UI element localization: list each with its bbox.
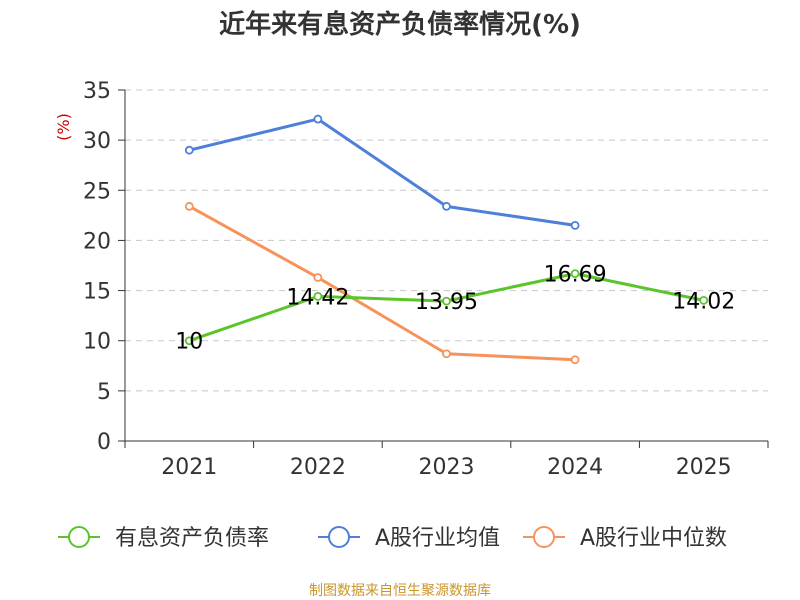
y-tick-label: 30	[83, 129, 111, 154]
data-point	[570, 269, 580, 279]
series-group	[184, 114, 709, 365]
y-tick-label: 0	[97, 430, 111, 455]
y-tick-label: 10	[83, 330, 111, 355]
y-tick-label: 25	[83, 179, 111, 204]
data-point	[442, 296, 451, 306]
data-point	[184, 145, 194, 155]
data-point	[313, 114, 323, 124]
series-line	[188, 117, 576, 227]
x-tick-label: 2023	[419, 455, 475, 480]
legend-swatch-marker	[533, 526, 555, 548]
data-label: 13.95	[415, 290, 478, 315]
y-tick-label: 15	[83, 280, 111, 305]
grid-lines	[125, 89, 768, 392]
legend-label: A股行业中位数	[580, 526, 727, 551]
data-label: 14.42	[286, 285, 349, 310]
data-label: 10	[175, 330, 203, 355]
data-point	[313, 291, 323, 301]
legend-swatch-marker	[68, 526, 90, 548]
y-tick-label: 5	[97, 380, 111, 405]
series-2	[184, 201, 580, 365]
x-tick-label: 2022	[290, 455, 346, 480]
legend-label: A股行业均值	[375, 526, 500, 551]
y-axis-unit-label: (%)	[54, 113, 73, 141]
source-note: 制图数据来自恒生聚源数据库	[309, 583, 491, 599]
data-point	[442, 349, 451, 359]
x-axis-ticks: 2021 2022 2023 2024 2025	[124, 441, 769, 480]
legend-item: A股行业中位数	[523, 526, 727, 551]
legend: 有息资产负债率 A股行业均值 A股行业中位数	[58, 526, 727, 551]
y-axis-ticks: 0 5 10 15 20 25 30 35	[83, 79, 125, 455]
data-point	[570, 355, 580, 365]
legend-swatch-marker	[328, 526, 350, 548]
y-tick-label: 35	[83, 79, 111, 104]
data-point	[442, 201, 451, 211]
x-tick-label: 2025	[676, 455, 732, 480]
x-tick-label: 2024	[547, 455, 603, 480]
data-point	[184, 336, 194, 346]
data-label: 16.69	[544, 263, 607, 288]
data-point	[699, 295, 709, 305]
y-tick-label: 20	[83, 229, 111, 254]
data-point	[570, 220, 580, 230]
axes	[124, 90, 768, 442]
series-1	[184, 114, 580, 230]
data-point	[313, 273, 323, 282]
legend-item: 有息资产负债率	[58, 526, 269, 551]
data-labels: 10 14.42 13.95 16.69 14.02	[175, 263, 735, 355]
legend-item: A股行业均值	[318, 526, 500, 551]
data-point	[184, 201, 194, 211]
chart-title: 近年来有息资产负债率情况(%)	[219, 9, 581, 40]
series-0	[184, 269, 709, 346]
legend-label: 有息资产负债率	[115, 526, 269, 551]
x-tick-label: 2021	[161, 455, 217, 480]
series-line	[188, 205, 576, 362]
data-label: 14.02	[672, 289, 735, 314]
